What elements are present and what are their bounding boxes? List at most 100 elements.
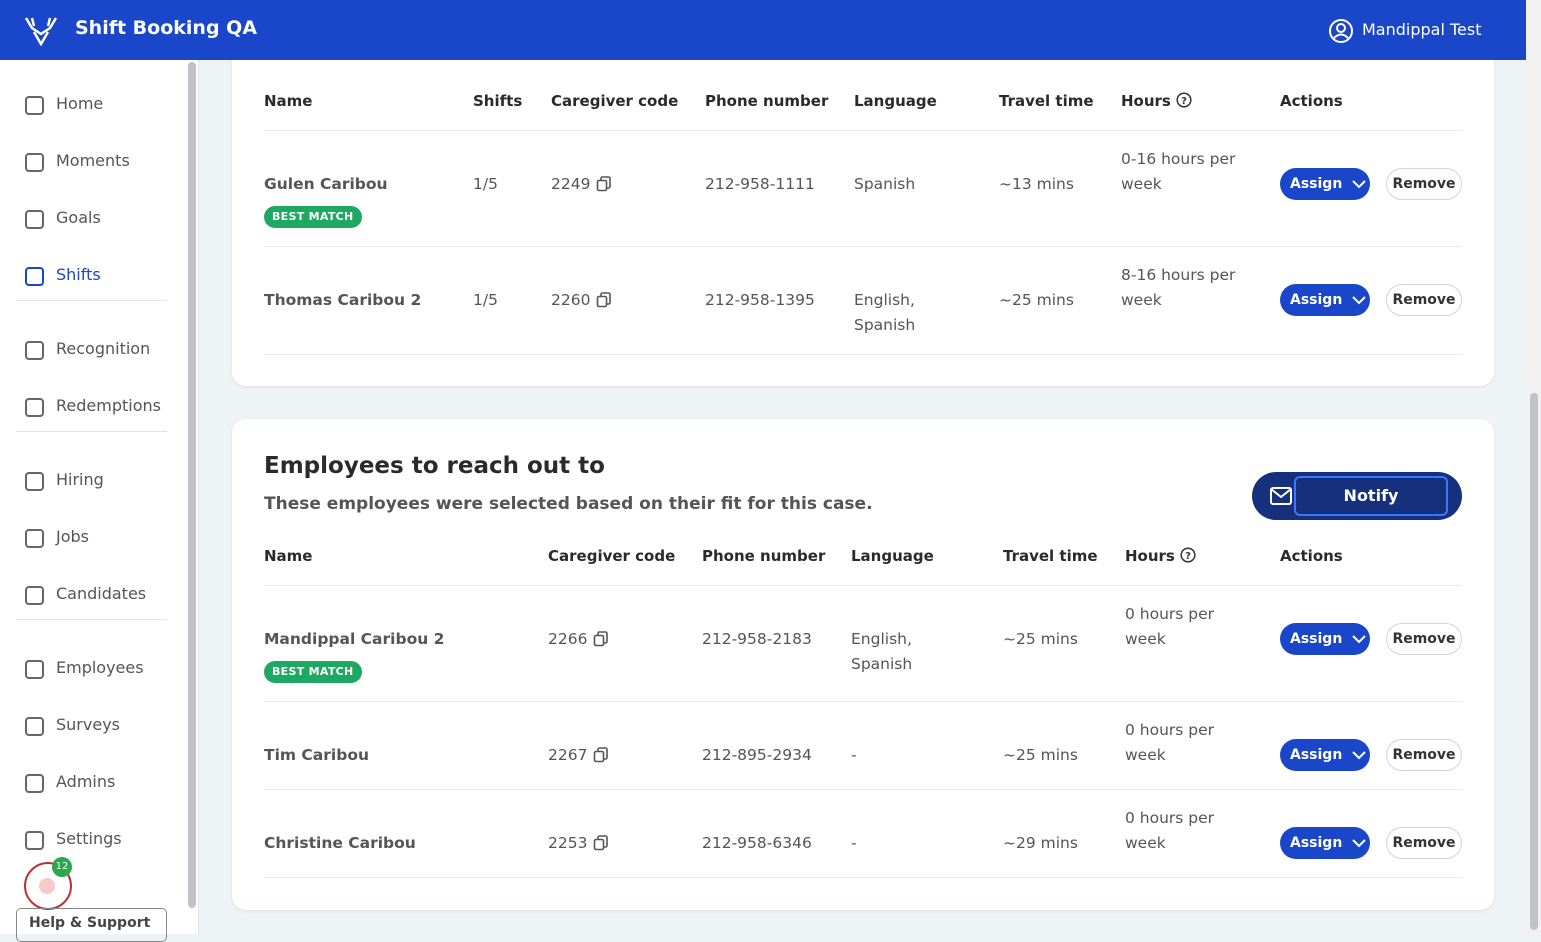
cell-travel: ~25 mins xyxy=(999,291,1074,309)
cell-code: 2266 xyxy=(548,630,588,648)
nav-item[interactable]: Shifts xyxy=(56,265,101,284)
nav-item[interactable]: Goals xyxy=(56,208,101,227)
cell-name: Tim Caribou xyxy=(264,746,370,764)
column-header: Travel time xyxy=(1003,547,1098,565)
nav-icon[interactable] xyxy=(25,586,44,605)
scrollbar-thumb[interactable] xyxy=(1530,393,1538,930)
user-name[interactable]: Mandippal Test xyxy=(1362,20,1482,39)
cell-name: Gulen Caribou xyxy=(264,175,388,193)
column-header: Caregiver code xyxy=(551,92,679,110)
assign-button[interactable]: Assign xyxy=(1280,168,1370,200)
svg-text:?: ? xyxy=(1181,96,1187,107)
cell-language: Spanish xyxy=(854,175,916,193)
nav-item[interactable]: Redemptions xyxy=(56,396,161,415)
nav-item[interactable]: Recognition xyxy=(56,339,151,358)
copy-icon[interactable] xyxy=(596,176,612,192)
notify-button[interactable]: Notify employees xyxy=(1252,472,1462,541)
column-header: Hours? xyxy=(1125,544,1196,568)
nav-item[interactable]: Candidates xyxy=(56,584,147,603)
cell-phone: 212-895-2934 xyxy=(702,746,812,764)
copy-icon[interactable] xyxy=(593,835,609,851)
nav-item[interactable]: Home xyxy=(56,94,104,113)
svg-text:?: ? xyxy=(1185,551,1191,562)
remove-button[interactable]: Remove xyxy=(1386,284,1462,316)
nav-item[interactable]: Settings xyxy=(56,829,122,848)
cell-travel: ~13 mins xyxy=(999,175,1074,193)
cell-name: Thomas Caribou 2 xyxy=(264,291,422,309)
nav-icon[interactable] xyxy=(25,472,44,491)
nav-icon[interactable] xyxy=(25,341,44,360)
cell-hours: 0 hours per week xyxy=(1125,721,1215,764)
copy-icon[interactable] xyxy=(593,631,609,647)
assign-button[interactable]: Assign xyxy=(1280,739,1370,771)
cell-name: Mandippal Caribou 2 xyxy=(264,630,445,648)
cell-language: - xyxy=(851,834,857,852)
nav-icon[interactable] xyxy=(25,717,44,736)
nav-icon[interactable] xyxy=(25,660,44,679)
nav-item[interactable]: Moments xyxy=(56,151,130,170)
cell-name: Christine Caribou xyxy=(264,834,416,852)
cell-code: 2249 xyxy=(551,175,591,193)
cell-hours: 0-16 hours per week xyxy=(1121,150,1236,193)
card-table1 xyxy=(232,30,1494,386)
remove-button[interactable]: Remove xyxy=(1386,739,1462,771)
nav-item[interactable]: Admins xyxy=(56,772,116,791)
nav-item[interactable]: Jobs xyxy=(56,527,89,546)
remove-button[interactable]: Remove xyxy=(1386,168,1462,200)
nav-icon[interactable] xyxy=(25,831,44,850)
nav-divider xyxy=(16,619,167,620)
row-divider xyxy=(264,130,1462,131)
cell-phone: 212-958-1395 xyxy=(705,291,815,309)
cell-language: English, Spanish xyxy=(854,291,916,334)
cell-phone: 212-958-6346 xyxy=(702,834,812,852)
nav-item[interactable]: Hiring xyxy=(56,470,104,489)
nav-icon[interactable] xyxy=(25,267,44,286)
remove-button[interactable]: Remove xyxy=(1386,827,1462,859)
row-divider xyxy=(264,877,1462,878)
nav-icon[interactable] xyxy=(25,153,44,172)
cell-shifts: 1/5 xyxy=(473,291,498,309)
assign-button[interactable]: Assign xyxy=(1280,284,1370,316)
nav-divider xyxy=(16,431,167,432)
copy-icon[interactable] xyxy=(593,747,609,763)
cell-phone: 212-958-1111 xyxy=(705,175,815,193)
user-icon[interactable] xyxy=(1328,18,1354,44)
nav-item[interactable]: Surveys xyxy=(56,715,120,734)
assign-button[interactable]: Assign xyxy=(1280,827,1370,859)
column-header: Actions xyxy=(1280,92,1343,110)
help-icon[interactable]: ? xyxy=(1176,92,1192,108)
column-header: Phone number xyxy=(705,92,829,110)
copy-icon[interactable] xyxy=(596,292,612,308)
notify-label[interactable]: Notify employees xyxy=(1294,476,1448,541)
row-divider xyxy=(264,701,1462,702)
column-header: Travel time xyxy=(999,92,1094,110)
cell-hours: 0 hours per week xyxy=(1125,809,1215,852)
row-divider xyxy=(264,585,1462,586)
cell-travel: ~29 mins xyxy=(1003,834,1078,852)
nav-icon[interactable] xyxy=(25,529,44,548)
sidebar: Home Moments Goals Shifts Recognition Redempt… xyxy=(0,60,199,942)
app-title: Shift Booking QA xyxy=(75,17,258,39)
column-header: Name xyxy=(264,547,313,565)
section-subtitle: These employees were selected based on t… xyxy=(264,494,873,514)
nav-icon[interactable] xyxy=(25,96,44,115)
avatar-dot xyxy=(39,878,55,894)
remove-button[interactable]: Remove xyxy=(1386,623,1462,655)
column-header: Shifts xyxy=(473,92,523,110)
cell-shifts: 1/5 xyxy=(473,175,498,193)
column-header: Language xyxy=(851,547,934,565)
nav-icon[interactable] xyxy=(25,398,44,417)
scrollbar-track xyxy=(1526,0,1541,934)
column-header: Hours? xyxy=(1121,89,1192,113)
help-icon[interactable]: ? xyxy=(1180,547,1196,563)
cell-language: English, Spanish xyxy=(851,630,913,673)
assign-button[interactable]: Assign xyxy=(1280,623,1370,655)
column-header: Phone number xyxy=(702,547,826,565)
sidebar-scrollbar[interactable] xyxy=(188,62,196,908)
nav-icon[interactable] xyxy=(25,210,44,229)
nav-item[interactable]: Employees xyxy=(56,658,144,677)
column-header: Actions xyxy=(1280,547,1343,565)
best-match-badge: BEST MATCH xyxy=(264,661,362,683)
cell-travel: ~25 mins xyxy=(1003,746,1078,764)
nav-icon[interactable] xyxy=(25,774,44,793)
